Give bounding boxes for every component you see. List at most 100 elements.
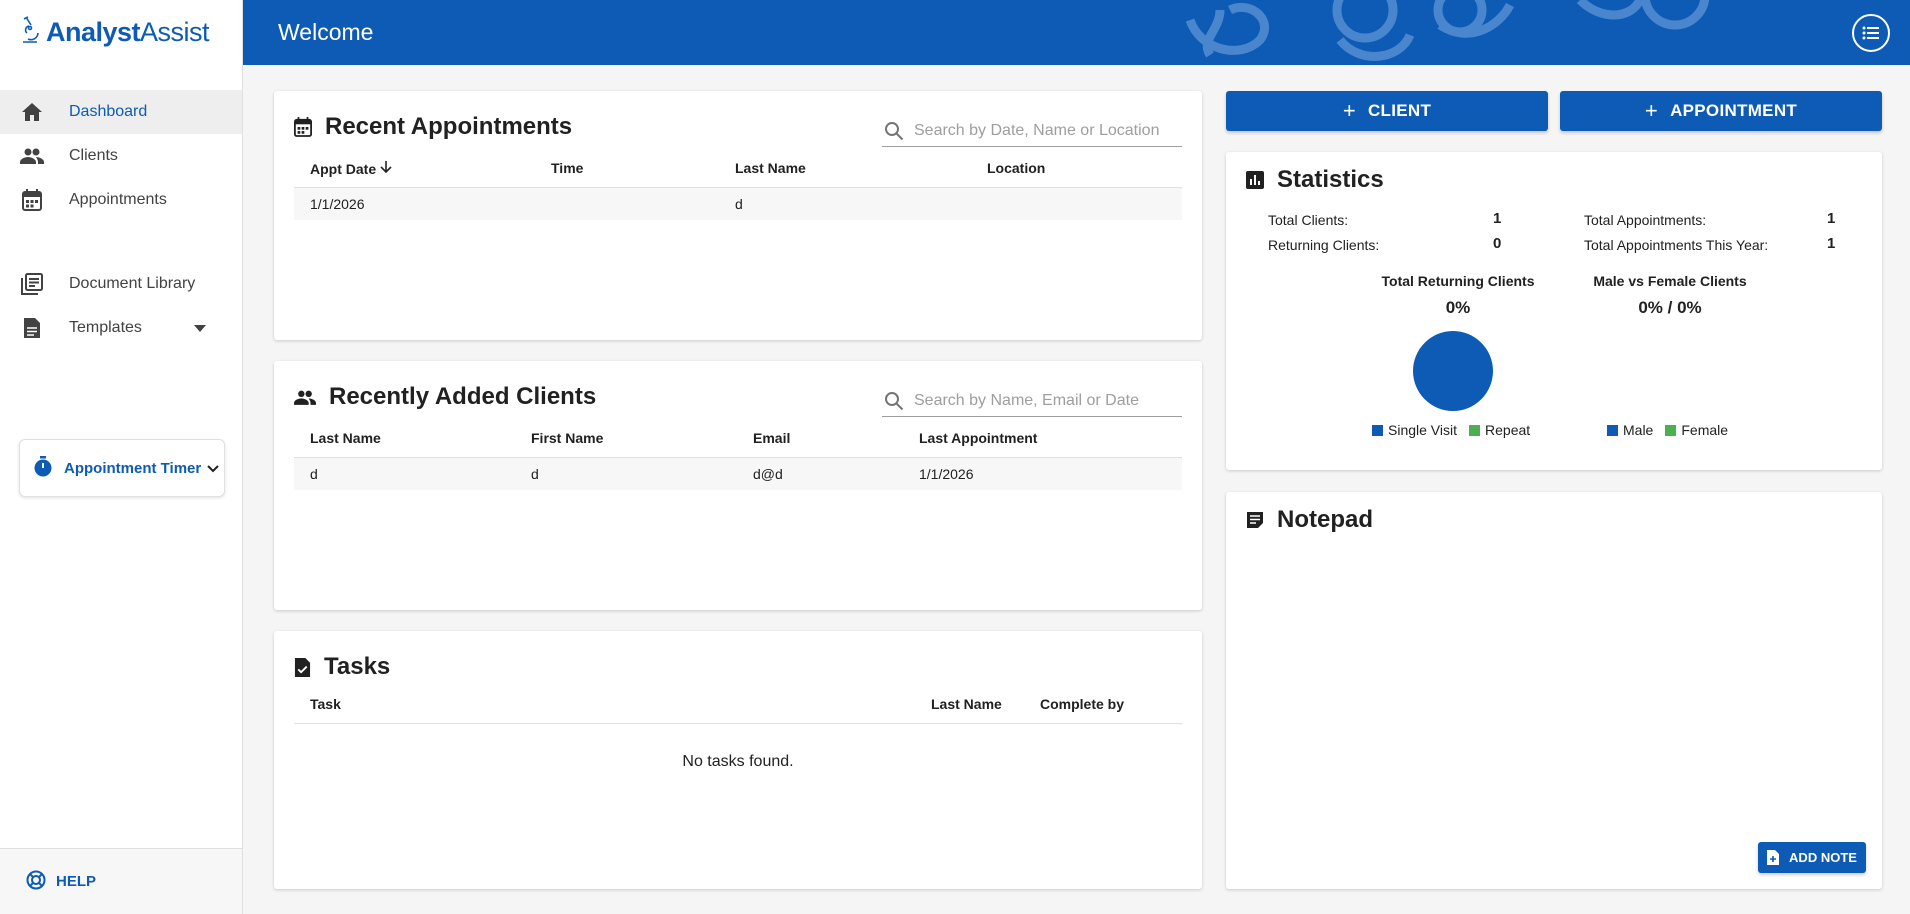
column-header-complete-by[interactable]: Complete by [1024,686,1182,724]
sidebar-item-label: Dashboard [69,103,148,120]
search-placeholder: Search by Date, Name or Location [914,121,1160,139]
sidebar-item-clients[interactable]: Clients [0,134,242,178]
add-note-button[interactable]: ADD NOTE [1758,842,1866,873]
help-label: HELP [56,873,97,890]
recent-clients-title: Recently Added Clients [294,383,596,411]
chevron-down-icon [207,460,219,477]
document-icon [20,316,44,340]
sidebar-item-templates[interactable]: Templates [0,306,242,350]
task-check-icon [294,657,311,678]
returning-chart-title: Total Returning Clients [1381,273,1535,289]
legend-female: Female [1681,422,1729,438]
top-header: Welcome [243,0,1910,65]
sort-down-arrow-icon[interactable] [380,160,392,177]
sidebar-item-label: Appointments [69,191,167,208]
column-header-last-name[interactable]: Last Name [915,686,1024,724]
recent-clients-card: Recently Added Clients Search by Name, E… [274,361,1202,610]
total-appointments-value: 1 [1827,210,1836,227]
sticky-note-icon [1246,511,1264,529]
gender-chart-percent: 0% / 0% [1638,298,1702,317]
sidebar-item-document-library[interactable]: Document Library [0,262,242,306]
cell-appt-date: 1/1/2026 [294,187,535,220]
appointments-this-year-value: 1 [1827,235,1836,252]
stopwatch-icon [34,455,52,481]
statistics-card: Statistics Total Clients: 1 Returning Cl… [1226,152,1882,470]
plus-icon: + [1342,98,1356,123]
statistics-title: Statistics [1246,166,1384,194]
notepad-card: Notepad ADD NOTE [1226,492,1882,889]
sidebar-item-label: Clients [69,147,118,164]
cell-last-appointment: 1/1/2026 [903,457,1182,490]
cell-last-name: d [719,187,971,220]
legend-male: Male [1623,422,1654,438]
clients-search-input[interactable]: Search by Name, Email or Date [882,385,1182,417]
appointments-table: Appt Date Time Last Name Location 1/1/20… [294,150,1182,220]
returning-clients-label: Returning Clients: [1268,237,1380,253]
column-header-last-name[interactable]: Last Name [719,150,971,188]
gender-chart-legend: Male Female [1607,422,1740,438]
tasks-card: Tasks Task Last Name Complete by No task… [274,631,1202,889]
appointments-search-input[interactable]: Search by Date, Name or Location [882,115,1182,147]
calendar-icon [20,188,44,212]
recent-appointments-title: Recent Appointments [294,113,572,141]
app-logo-text: AnalystAssist [46,16,210,47]
search-icon [884,391,904,411]
column-header-task[interactable]: Task [294,686,915,724]
returning-clients-pie [1413,331,1493,411]
legend-single-visit: Single Visit [1388,422,1458,438]
clients-table: Last Name First Name Email Last Appointm… [294,420,1182,490]
column-header-email[interactable]: Email [737,420,903,458]
cell-last-name: d [294,457,515,490]
notepad-title: Notepad [1246,506,1373,534]
cell-location [971,187,1182,220]
total-clients-label: Total Clients: [1268,212,1349,228]
gender-chart-title: Male vs Female Clients [1593,273,1747,289]
caret-down-icon[interactable] [194,319,206,337]
lifebuoy-icon [26,870,46,894]
sidebar-nav: Dashboard Clients Appointments Document … [0,90,242,350]
column-header-location[interactable]: Location [971,150,1182,188]
tasks-table: Task Last Name Complete by [294,686,1182,724]
plus-icon: + [1644,98,1659,123]
sidebar-item-label: Document Library [69,275,196,292]
app-logo[interactable]: AnalystAssist [0,0,242,64]
calendar-icon [294,117,312,137]
search-icon [884,121,904,141]
returning-chart-percent: 0% [1445,298,1471,317]
bar-chart-icon [1246,171,1264,189]
sidebar-item-dashboard[interactable]: Dashboard [0,90,242,134]
recent-appointments-card: Recent Appointments Search by Date, Name… [274,91,1202,340]
returning-clients-value: 0 [1493,235,1502,252]
total-clients-value: 1 [1493,210,1502,227]
returning-chart-legend: Single Visit Repeat [1372,422,1542,438]
sidebar: AnalystAssist Dashboard Clients Appointm… [0,0,243,914]
appointment-timer-toggle[interactable]: Appointment Timer [19,439,225,497]
decorative-pattern [1185,0,1710,61]
help-button[interactable]: HELP [0,848,242,914]
total-appointments-label: Total Appointments: [1584,212,1707,228]
search-placeholder: Search by Name, Email or Date [914,391,1139,409]
people-icon [294,390,316,405]
column-header-appt-date[interactable]: Appt Date [294,150,535,188]
appointment-timer-label: Appointment Timer [64,459,202,477]
add-client-button[interactable]: + CLIENT [1226,91,1548,131]
note-add-icon [1767,850,1780,865]
people-icon [20,144,44,168]
column-header-last-appointment[interactable]: Last Appointment [903,420,1182,458]
library-icon [20,272,44,296]
column-header-last-name[interactable]: Last Name [294,420,515,458]
legend-repeat: Repeat [1485,422,1531,438]
table-row[interactable]: d d d@d 1/1/2026 [294,457,1182,490]
tasks-title: Tasks [294,653,390,681]
add-appointment-button[interactable]: + APPOINTMENT [1560,91,1882,131]
menu-list-icon[interactable] [1852,14,1890,52]
microscope-icon [20,15,42,50]
sidebar-item-appointments[interactable]: Appointments [0,178,242,222]
column-header-time[interactable]: Time [535,150,719,188]
sidebar-item-label: Templates [69,319,142,336]
cell-email: d@d [737,457,903,490]
column-header-first-name[interactable]: First Name [515,420,737,458]
home-icon [20,100,44,124]
table-row[interactable]: 1/1/2026 d [294,187,1182,220]
appointments-this-year-label: Total Appointments This Year: [1584,237,1769,253]
